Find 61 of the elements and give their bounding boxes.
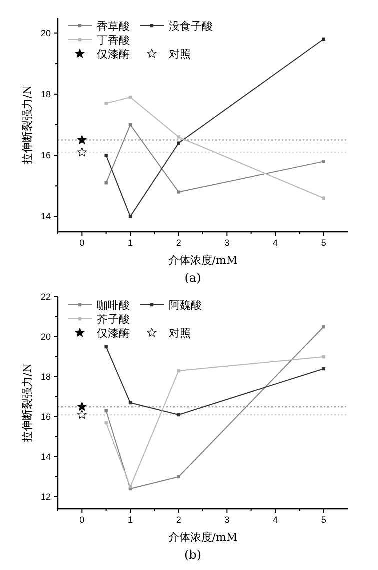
legend-label: 丁香酸 — [97, 34, 130, 47]
point — [177, 142, 180, 145]
x-tick-label: 5 — [321, 238, 326, 248]
point — [177, 413, 180, 417]
y-tick-label: 14 — [40, 212, 51, 222]
y-tick-label: 14 — [40, 452, 51, 462]
y-tick-label: 22 — [40, 292, 51, 302]
point — [78, 410, 87, 419]
legend-label: 仅漆酶 — [97, 48, 130, 61]
x-axis-title: 介体浓度/mM — [168, 531, 238, 544]
point — [104, 409, 108, 413]
point — [104, 181, 108, 185]
y-tick-label: 20 — [40, 28, 51, 38]
legend-label: 没食子酸 — [169, 20, 213, 33]
y-tick-label: 16 — [40, 412, 51, 422]
point — [104, 421, 108, 425]
point — [177, 136, 180, 139]
y-axis-title: 拉伸断裂强力/N — [21, 362, 34, 443]
y-tick-label: 12 — [40, 492, 51, 502]
point — [104, 154, 108, 158]
point — [104, 102, 108, 106]
x-axis-title: 介体浓度/mM — [168, 254, 238, 267]
x-tick-label: 2 — [176, 238, 182, 248]
legend-label: 仅漆酶 — [97, 327, 130, 340]
point — [177, 475, 180, 479]
y-tick-label: 16 — [40, 150, 51, 161]
x-tick-label: 0 — [80, 238, 85, 248]
legend-label: 对照 — [169, 327, 191, 340]
x-tick-label: 4 — [272, 515, 278, 525]
point — [78, 402, 87, 411]
legend-label: 咖啡酸 — [97, 299, 130, 312]
point — [104, 345, 108, 349]
y-tick-label: 18 — [40, 89, 51, 100]
x-tick-label: 4 — [272, 238, 278, 248]
point — [322, 355, 326, 359]
y-axis-title: 拉伸断裂强力/N — [21, 84, 34, 165]
legend-label: 对照 — [169, 48, 191, 61]
text: (a) — [184, 271, 202, 285]
y-tick-label: 20 — [40, 332, 51, 342]
point — [322, 196, 326, 200]
x-tick-label: 5 — [321, 515, 326, 525]
text: (b) — [184, 548, 202, 562]
point — [322, 38, 326, 41]
x-tick-label: 1 — [128, 238, 134, 248]
legend-label: 阿魏酸 — [169, 299, 202, 312]
point — [322, 160, 326, 164]
x-tick-label: 2 — [176, 515, 182, 525]
legend-label: 香草酸 — [97, 20, 130, 33]
point — [78, 148, 87, 156]
x-tick-label: 0 — [80, 515, 85, 525]
x-tick-label: 3 — [224, 238, 230, 248]
point — [177, 369, 180, 373]
point — [322, 367, 326, 371]
x-tick-label: 1 — [128, 515, 134, 525]
point — [177, 190, 180, 194]
legend-label: 芥子酸 — [97, 313, 130, 326]
point — [322, 325, 326, 329]
x-tick-label: 3 — [224, 515, 230, 525]
point — [78, 135, 87, 144]
y-tick-label: 18 — [40, 372, 51, 382]
point — [128, 215, 132, 218]
